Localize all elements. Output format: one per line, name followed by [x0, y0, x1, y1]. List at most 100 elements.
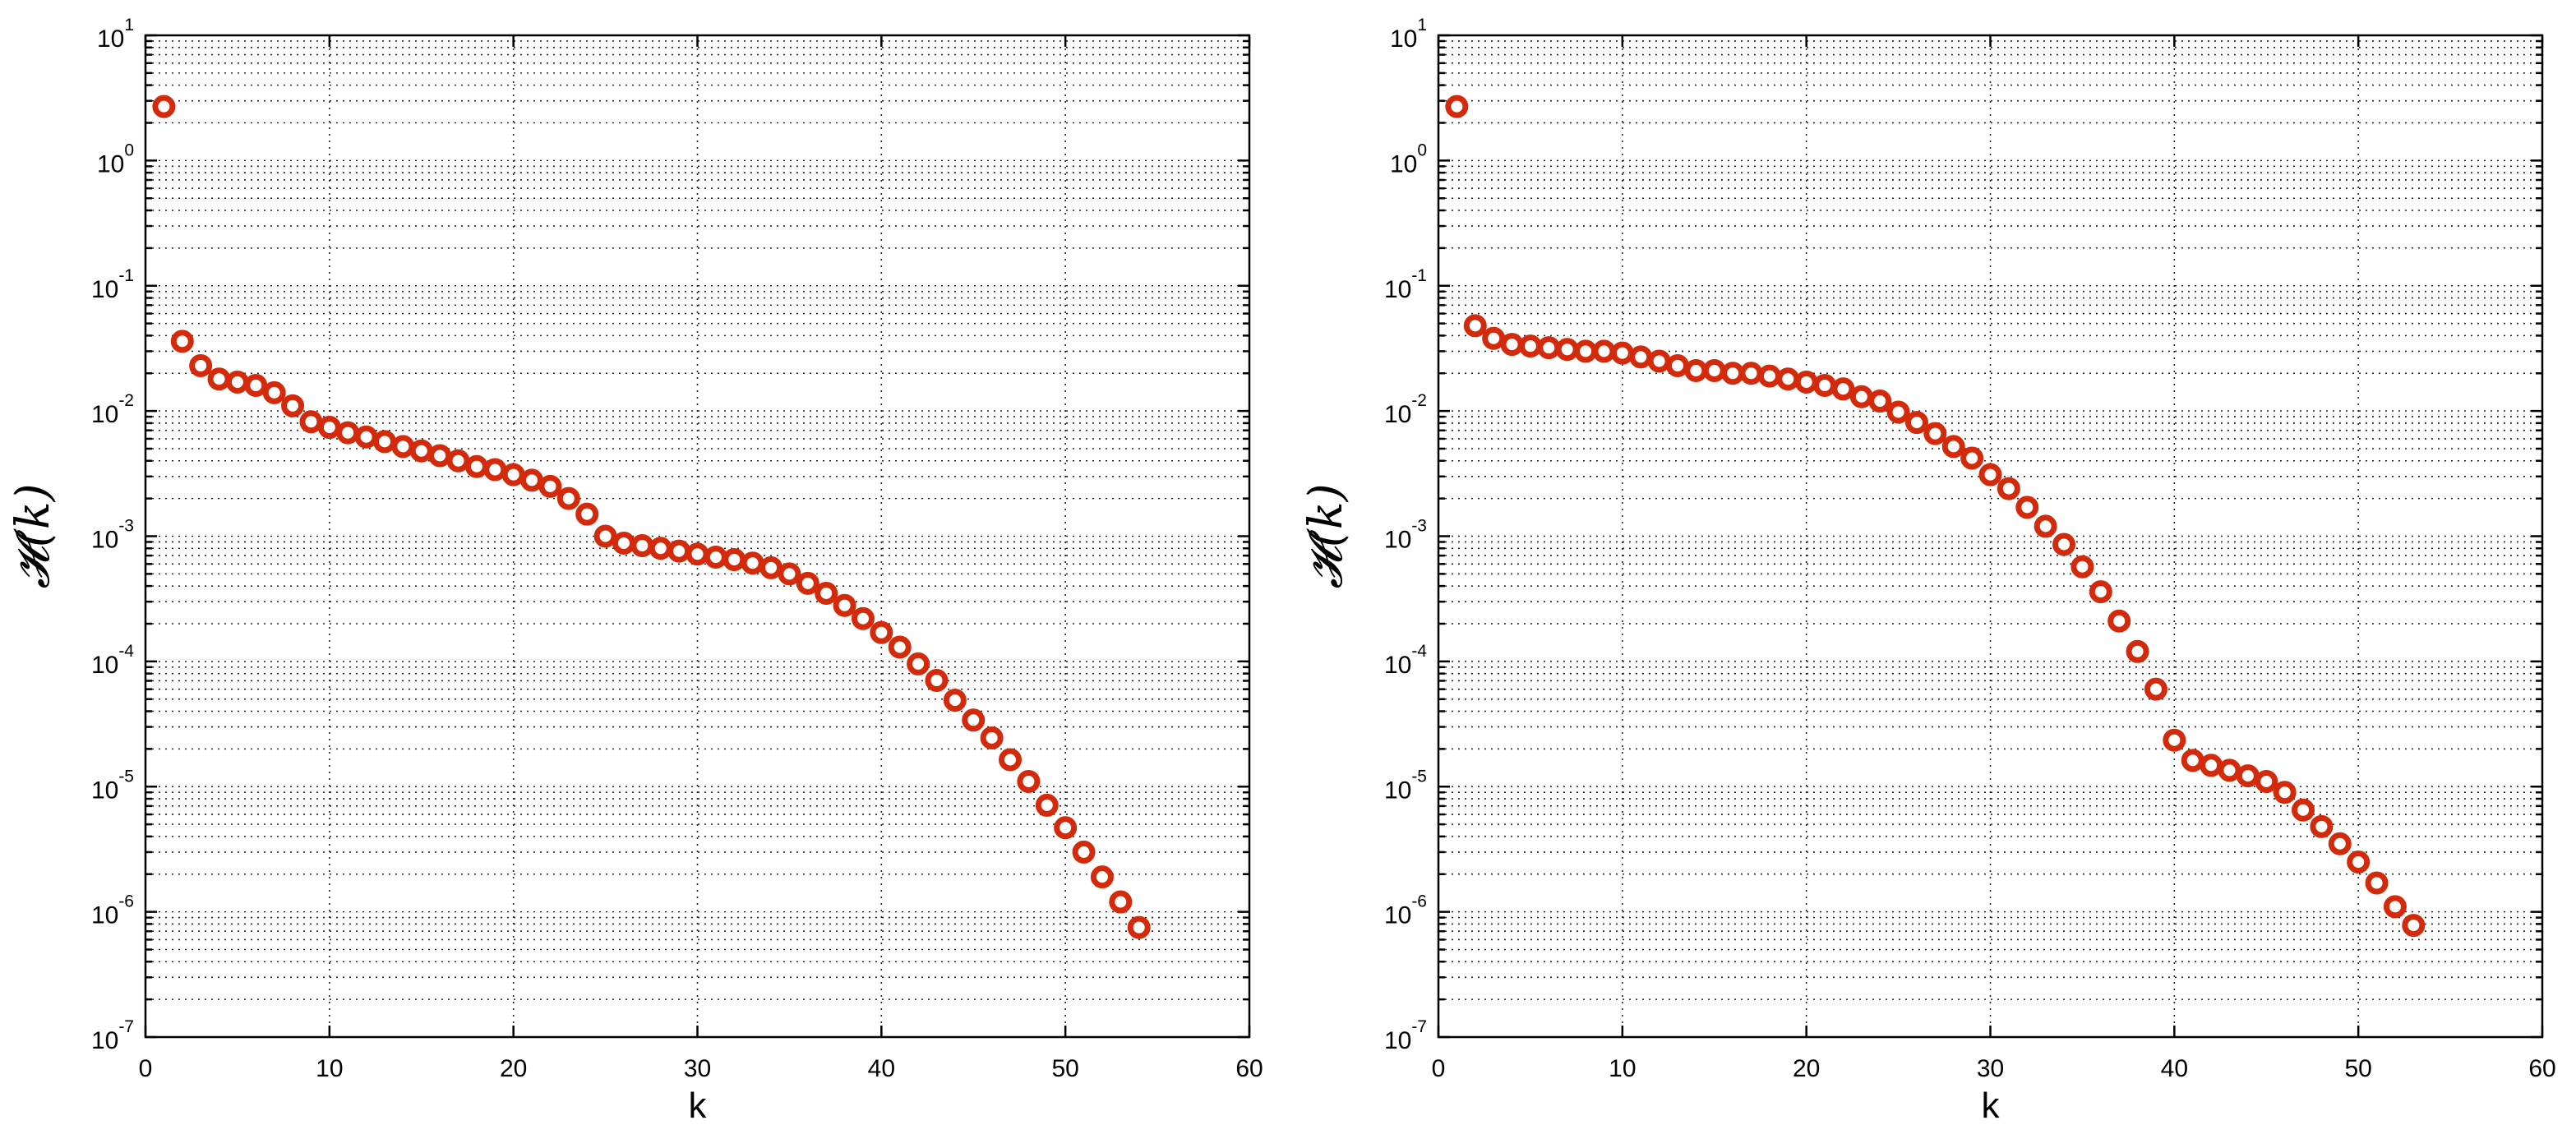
data-point	[538, 474, 562, 498]
data-point	[1960, 446, 1984, 470]
data-point	[1109, 890, 1133, 914]
data-point	[1684, 359, 1708, 383]
y-tick-label: 101	[1390, 16, 1427, 53]
data-series	[152, 95, 1151, 939]
data-point	[2089, 580, 2112, 604]
data-point	[870, 620, 893, 644]
data-point	[2052, 533, 2076, 556]
data-point	[2070, 555, 2094, 579]
data-point	[925, 669, 949, 693]
data-point	[686, 542, 709, 566]
data-point	[2255, 769, 2278, 793]
chart-right: 0 10 20 30 40 50 60 101 100 10-1 10-2 10-3 10-4 10-5 1…	[1300, 16, 2556, 1126]
data-point	[1721, 362, 1745, 385]
y-tick-label: 10-3	[1384, 517, 1427, 554]
data-point	[262, 380, 286, 404]
data-point	[2347, 850, 2371, 874]
x-tick-label: 50	[1051, 1055, 1078, 1082]
grid	[145, 35, 1249, 1037]
data-point	[1054, 816, 1078, 840]
data-point	[1090, 865, 1114, 889]
data-point	[1923, 422, 1947, 445]
data-point	[2273, 781, 2297, 805]
x-tick-label: 50	[2344, 1055, 2371, 1082]
y-tick-label: 10-1	[91, 266, 134, 303]
y-tick-label: 101	[97, 16, 134, 53]
data-point	[722, 548, 746, 572]
data-point	[1610, 341, 1634, 365]
y-tick-label: 10-3	[91, 517, 134, 554]
data-point	[1997, 477, 2020, 500]
x-tick-label: 40	[868, 1055, 895, 1082]
x-tick-label: 30	[1977, 1055, 2004, 1082]
chart-left: 0 10 20 30 40 50 60 101 100 10-1 10-2 10-3 10-4 10-5 1…	[7, 16, 1263, 1126]
data-point	[189, 354, 213, 378]
data-point	[2365, 871, 2389, 895]
tick-marks	[1437, 34, 2544, 1039]
data-point	[1978, 463, 2002, 486]
x-tick-label: 60	[2528, 1055, 2555, 1082]
data-point	[428, 444, 452, 468]
data-point	[962, 708, 986, 732]
data-point	[391, 435, 415, 459]
data-point	[1555, 338, 1579, 362]
data-point	[759, 556, 783, 579]
data-point	[1647, 349, 1671, 373]
x-tick-label: 10	[316, 1055, 343, 1082]
y-tick-label: 10-5	[1384, 767, 1427, 804]
data-point	[2181, 749, 2204, 772]
data-point	[1482, 326, 1506, 350]
data-point	[483, 458, 507, 482]
data-point	[281, 394, 305, 417]
y-tick-label: 10-2	[91, 391, 134, 428]
data-point	[1849, 385, 1873, 408]
y-tick-label: 10-6	[1384, 892, 1427, 929]
data-point	[170, 330, 194, 353]
data-point	[354, 425, 378, 449]
x-tick-label: 10	[1609, 1055, 1636, 1082]
data-point	[1445, 95, 1469, 118]
y-tick-label: 10-7	[91, 1017, 134, 1054]
data-point	[778, 562, 801, 586]
data-point	[741, 551, 764, 575]
data-point	[207, 367, 231, 391]
y-tick-label: 10-4	[1384, 642, 1427, 679]
data-point	[1831, 377, 1855, 401]
y-tick-label: 10-7	[1384, 1017, 1427, 1054]
data-point	[1537, 336, 1561, 360]
data-point	[2126, 639, 2149, 663]
data-point	[409, 439, 433, 463]
data-point	[630, 534, 654, 558]
y-tick-label: 10-5	[91, 767, 134, 804]
data-point	[152, 95, 176, 118]
data-point	[980, 726, 1004, 749]
data-point	[2310, 814, 2334, 838]
data-point	[1813, 374, 1837, 398]
data-point	[1500, 333, 1524, 357]
data-point	[1629, 345, 1653, 369]
data-point	[1072, 840, 1096, 864]
data-point	[2383, 895, 2407, 919]
data-point	[2107, 609, 2131, 633]
data-point	[2328, 832, 2352, 855]
y-axis-label: 𝓗(k)	[7, 483, 60, 588]
data-point	[1702, 359, 1726, 383]
data-point	[1017, 769, 1041, 793]
data-point	[796, 571, 819, 595]
data-point	[1757, 364, 1781, 388]
data-point	[593, 524, 617, 548]
data-point	[2034, 514, 2057, 538]
x-tick-label: 20	[1793, 1055, 1820, 1082]
data-point	[704, 546, 727, 569]
y-tick-label: 100	[1390, 141, 1427, 178]
y-tick-label: 10-4	[91, 642, 134, 679]
y-tick-label: 100	[97, 141, 134, 178]
x-tick-label: 0	[139, 1055, 153, 1082]
data-point	[815, 581, 838, 605]
data-point	[649, 537, 672, 560]
data-point	[888, 635, 912, 659]
y-tick-label: 10-1	[1384, 266, 1427, 303]
data-point	[2292, 798, 2315, 822]
x-tick-label: 60	[1235, 1055, 1263, 1082]
x-tick-label: 30	[684, 1055, 711, 1082]
